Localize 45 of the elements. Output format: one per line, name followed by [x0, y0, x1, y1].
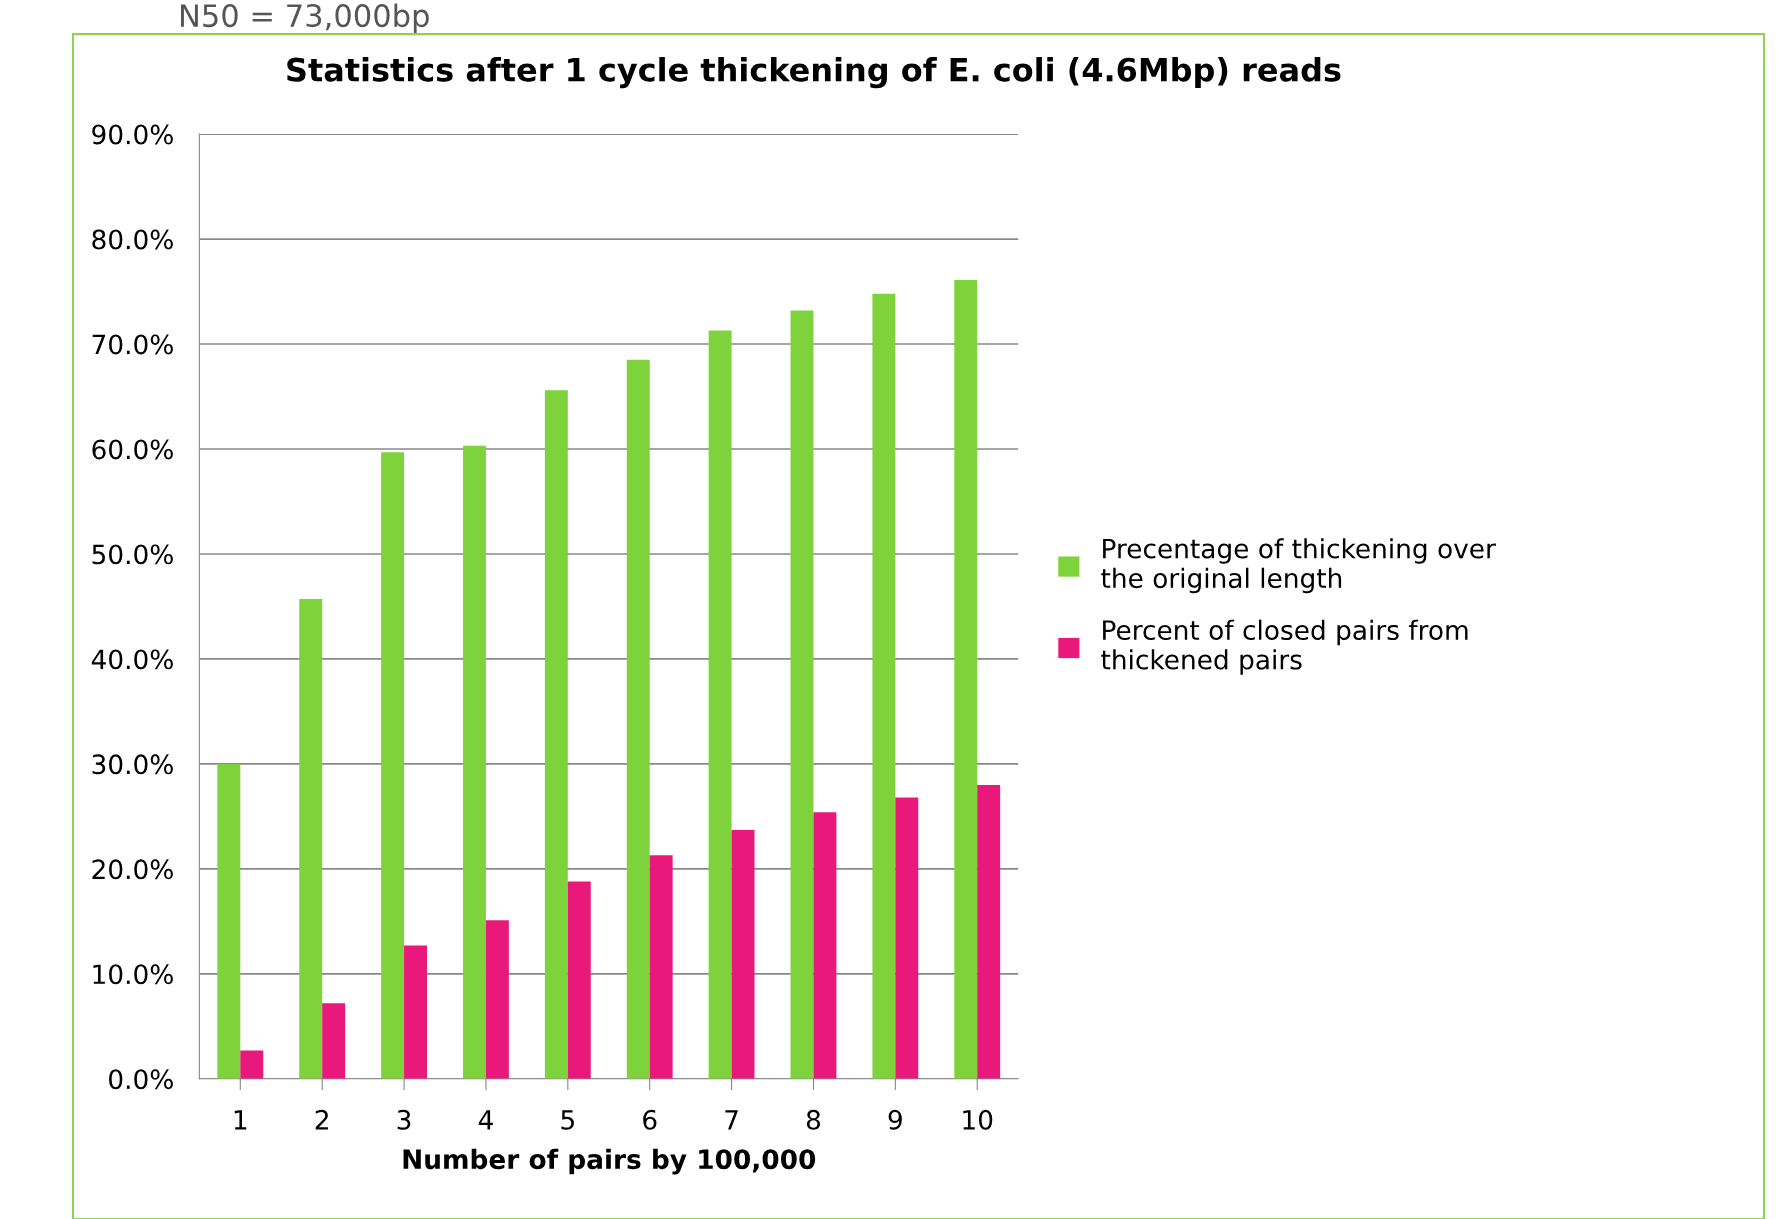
- y-tick-label: 20.0%: [92, 859, 173, 880]
- x-tick-label: 10: [963, 1109, 993, 1130]
- legend-label: Precentage of thickening over the original length: [1101, 538, 1496, 594]
- y-tick-label: 10.0%: [93, 964, 173, 985]
- bar: [322, 1003, 346, 1079]
- bar: [708, 330, 732, 1079]
- y-tick-label: 40.0%: [91, 649, 173, 670]
- x-tick-label: 8: [806, 1109, 821, 1130]
- bar: [463, 445, 486, 1079]
- y-tick-label: 0.0%: [109, 1069, 173, 1090]
- y-tick-label: 90.0%: [92, 124, 173, 145]
- bar: [217, 763, 241, 1079]
- bar: [872, 293, 896, 1079]
- y-tick-label: 80.0%: [92, 229, 173, 250]
- x-tick-label: 4: [478, 1110, 493, 1130]
- x-tick-label: 2: [315, 1109, 328, 1130]
- text: N50 = 73,000bp: [181, 3, 429, 34]
- bar: [240, 1050, 264, 1079]
- bar: [977, 784, 1001, 1079]
- x-tick-label: 3: [397, 1109, 411, 1130]
- bar: [895, 797, 919, 1079]
- x-tick-label: 5: [561, 1110, 574, 1130]
- bar: [567, 881, 591, 1079]
- x-axis-title: Number of pairs by 100,000: [403, 1148, 816, 1175]
- x-tick-label: 1: [234, 1110, 247, 1130]
- bar: [299, 599, 323, 1079]
- x-tick-label: 9: [888, 1109, 902, 1130]
- x-tick-label: 6: [643, 1109, 657, 1130]
- bar: [954, 280, 978, 1079]
- bar: [626, 359, 650, 1079]
- chart-title: Statistics after 1 cycle thickening of E. coli (4.6Mbp) reads: [287, 57, 1341, 89]
- bar: [381, 452, 405, 1079]
- legend-label: Percent of closed pairs from thickened pairs: [1101, 619, 1468, 675]
- bar: [813, 812, 837, 1079]
- bar: [485, 920, 509, 1079]
- x-tick-label: 7: [725, 1110, 738, 1130]
- y-tick-label: 60.0%: [92, 439, 173, 460]
- bar: [731, 830, 755, 1079]
- bar: [649, 855, 673, 1079]
- bar: [790, 310, 814, 1079]
- bar: [404, 945, 427, 1079]
- y-tick-label: 50.0%: [92, 544, 173, 565]
- y-tick-label: 70.0%: [92, 334, 173, 355]
- y-tick-label: 30.0%: [92, 754, 173, 775]
- bar: [544, 390, 568, 1079]
